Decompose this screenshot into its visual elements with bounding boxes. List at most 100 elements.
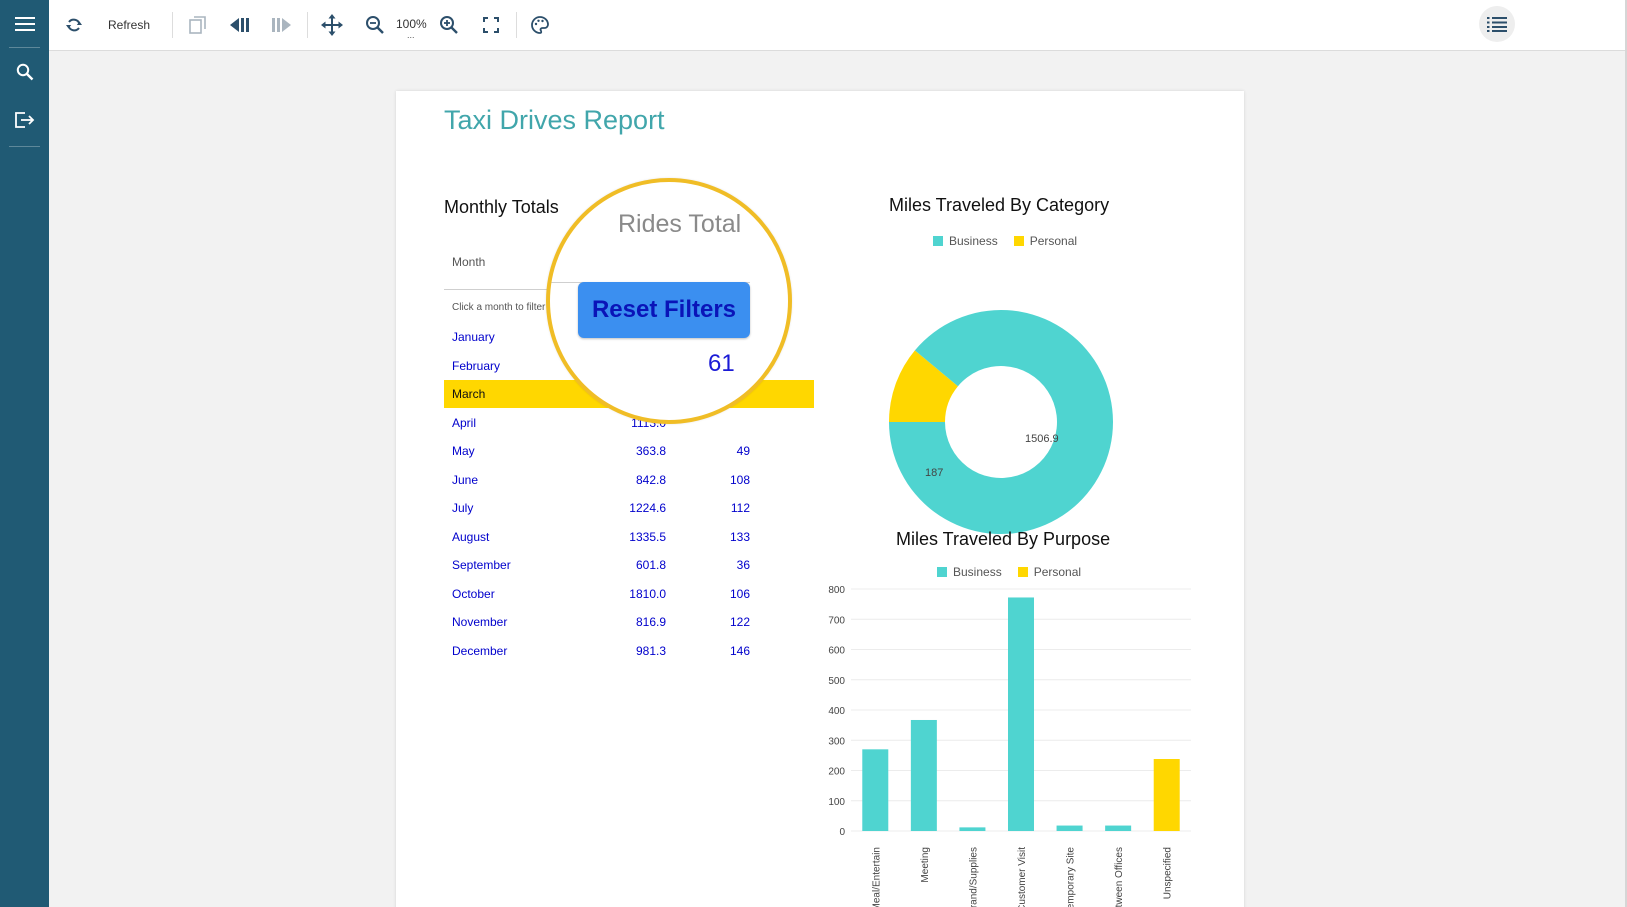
x-tick-label: Meal/Entertain — [871, 847, 882, 907]
zoom-in-button[interactable] — [431, 8, 467, 42]
previous-page-button[interactable] — [222, 8, 258, 42]
menu-button[interactable] — [0, 1, 49, 47]
legend-item-business[interactable]: Business — [933, 234, 998, 248]
x-tick-label: Customer Visit — [1017, 847, 1028, 907]
refresh-icon — [66, 18, 82, 32]
donut-label-personal: 187 — [925, 467, 943, 479]
purpose-chart-title: Miles Traveled By Purpose — [896, 529, 1111, 549]
y-tick-label: 0 — [839, 827, 845, 838]
category-donut-chart: 1506.9 187 — [889, 310, 1113, 534]
refresh-button[interactable] — [59, 8, 89, 42]
zoom-menu-dots[interactable]: ... — [407, 30, 415, 40]
table-row[interactable]: June 842.8 108 — [444, 466, 814, 494]
report-page: Taxi Drives Report Monthly Totals Month … — [396, 91, 1244, 907]
y-tick-label: 400 — [828, 706, 845, 717]
table-row[interactable]: February — [444, 352, 814, 380]
month-cell: January — [452, 330, 495, 344]
report-viewer[interactable]: Taxi Drives Report Monthly Totals Month … — [49, 51, 1627, 907]
table-row[interactable]: November 816.9 122 — [444, 608, 814, 636]
bar-business[interactable] — [1105, 825, 1132, 831]
month-cell: August — [452, 529, 490, 544]
x-tick-label: Meeting — [920, 847, 931, 883]
first-page-button[interactable] — [180, 8, 216, 42]
fullscreen-button[interactable] — [473, 8, 509, 42]
toolbar-divider — [516, 12, 517, 38]
sidebar — [0, 0, 49, 907]
toolbar-divider — [307, 12, 308, 38]
zoom-out-button[interactable] — [357, 8, 393, 42]
bar-business[interactable] — [1056, 825, 1083, 831]
rides-cell: 49 — [736, 444, 750, 458]
bar-business[interactable] — [959, 827, 986, 831]
y-tick-label: 200 — [828, 767, 845, 778]
zoom-level[interactable]: 100% — [396, 17, 427, 31]
table-row[interactable]: January — [444, 323, 814, 351]
table-row[interactable]: September 601.8 36 — [444, 551, 814, 579]
toc-button[interactable] — [1479, 6, 1515, 42]
month-cell: February — [452, 358, 501, 373]
rides-cell: 36 — [736, 558, 750, 572]
rides-cell: 106 — [729, 586, 750, 601]
export-icon — [14, 112, 34, 128]
table-row[interactable]: July 1224.6 112 — [444, 494, 814, 522]
export-button[interactable] — [0, 97, 49, 143]
miles-cell: 981.3 — [635, 643, 666, 658]
y-tick-label: 600 — [828, 646, 845, 657]
previous-page-icon — [230, 18, 249, 32]
month-cell: December — [452, 643, 508, 658]
sidebar-divider — [9, 47, 40, 48]
list-icon — [1487, 17, 1507, 32]
rides-cell: 133 — [729, 529, 750, 544]
category-chart-title: Miles Traveled By Category — [889, 195, 1110, 215]
table-row[interactable]: August 1335.5 133 — [444, 523, 814, 551]
search-button[interactable] — [0, 49, 49, 95]
miles-cell: 601.8 — [635, 558, 666, 572]
page-copy-icon — [189, 16, 206, 34]
refresh-label-button[interactable]: Refresh — [99, 8, 159, 42]
legend-item-personal[interactable]: Personal — [1013, 234, 1077, 248]
month-cell: November — [452, 615, 508, 629]
miles-cell: 1224.6 — [629, 501, 666, 515]
purpose-bar-chart: 0 100 200 300 400 500 600 700 800 Meal/Entertain M… — [828, 585, 1191, 907]
bar-business[interactable] — [1008, 597, 1034, 831]
month-cell: July — [452, 501, 474, 515]
donut-slice-personal[interactable] — [889, 350, 958, 422]
legend-item-personal[interactable]: Personal — [1017, 565, 1082, 579]
month-cell: March — [452, 387, 486, 401]
window-edge — [1625, 0, 1627, 907]
x-tick-label: Temporary Site — [1066, 847, 1077, 907]
miles-cell: 1810.0 — [629, 586, 666, 601]
bar-business[interactable] — [862, 749, 889, 831]
zoom-in-icon — [440, 16, 458, 34]
filter-hint: Click a month to filter — [452, 302, 546, 313]
theme-button[interactable] — [522, 8, 558, 42]
legend-swatch — [1013, 236, 1024, 246]
table-row[interactable]: December 981.3 146 — [444, 637, 814, 665]
y-tick-label: 500 — [828, 676, 845, 687]
zoom-out-icon — [366, 16, 384, 34]
month-cell: June — [452, 472, 479, 487]
month-cell: April — [452, 415, 477, 430]
pan-mode-button[interactable] — [314, 8, 350, 42]
bar-business[interactable] — [910, 719, 937, 831]
move-icon — [321, 14, 343, 36]
miles-cell: 363.8 — [635, 444, 666, 458]
table-row[interactable]: October 1810.0 106 — [444, 580, 814, 608]
legend-swatch — [933, 236, 943, 246]
miles-cell: 842.8 — [635, 472, 666, 487]
search-icon — [16, 63, 33, 81]
magnified-rides-value: 61 — [708, 350, 735, 377]
table-row[interactable]: May 363.8 49 — [444, 437, 814, 465]
category-chart-legend: Business Personal — [933, 234, 1093, 248]
x-tick-label: Unspecified — [1163, 847, 1174, 899]
next-page-button[interactable] — [263, 8, 299, 42]
legend-label: Personal — [1033, 565, 1082, 579]
bar-personal[interactable] — [1153, 759, 1180, 831]
reset-filters-button[interactable]: Reset Filters — [578, 282, 750, 338]
monthly-totals-title: Monthly Totals — [444, 197, 559, 217]
rides-cell: 108 — [729, 472, 750, 487]
y-tick-label: 300 — [828, 736, 845, 747]
month-cell: September — [452, 558, 511, 572]
legend-item-business[interactable]: Business — [937, 565, 1002, 579]
donut-slice-business[interactable] — [889, 310, 1113, 534]
